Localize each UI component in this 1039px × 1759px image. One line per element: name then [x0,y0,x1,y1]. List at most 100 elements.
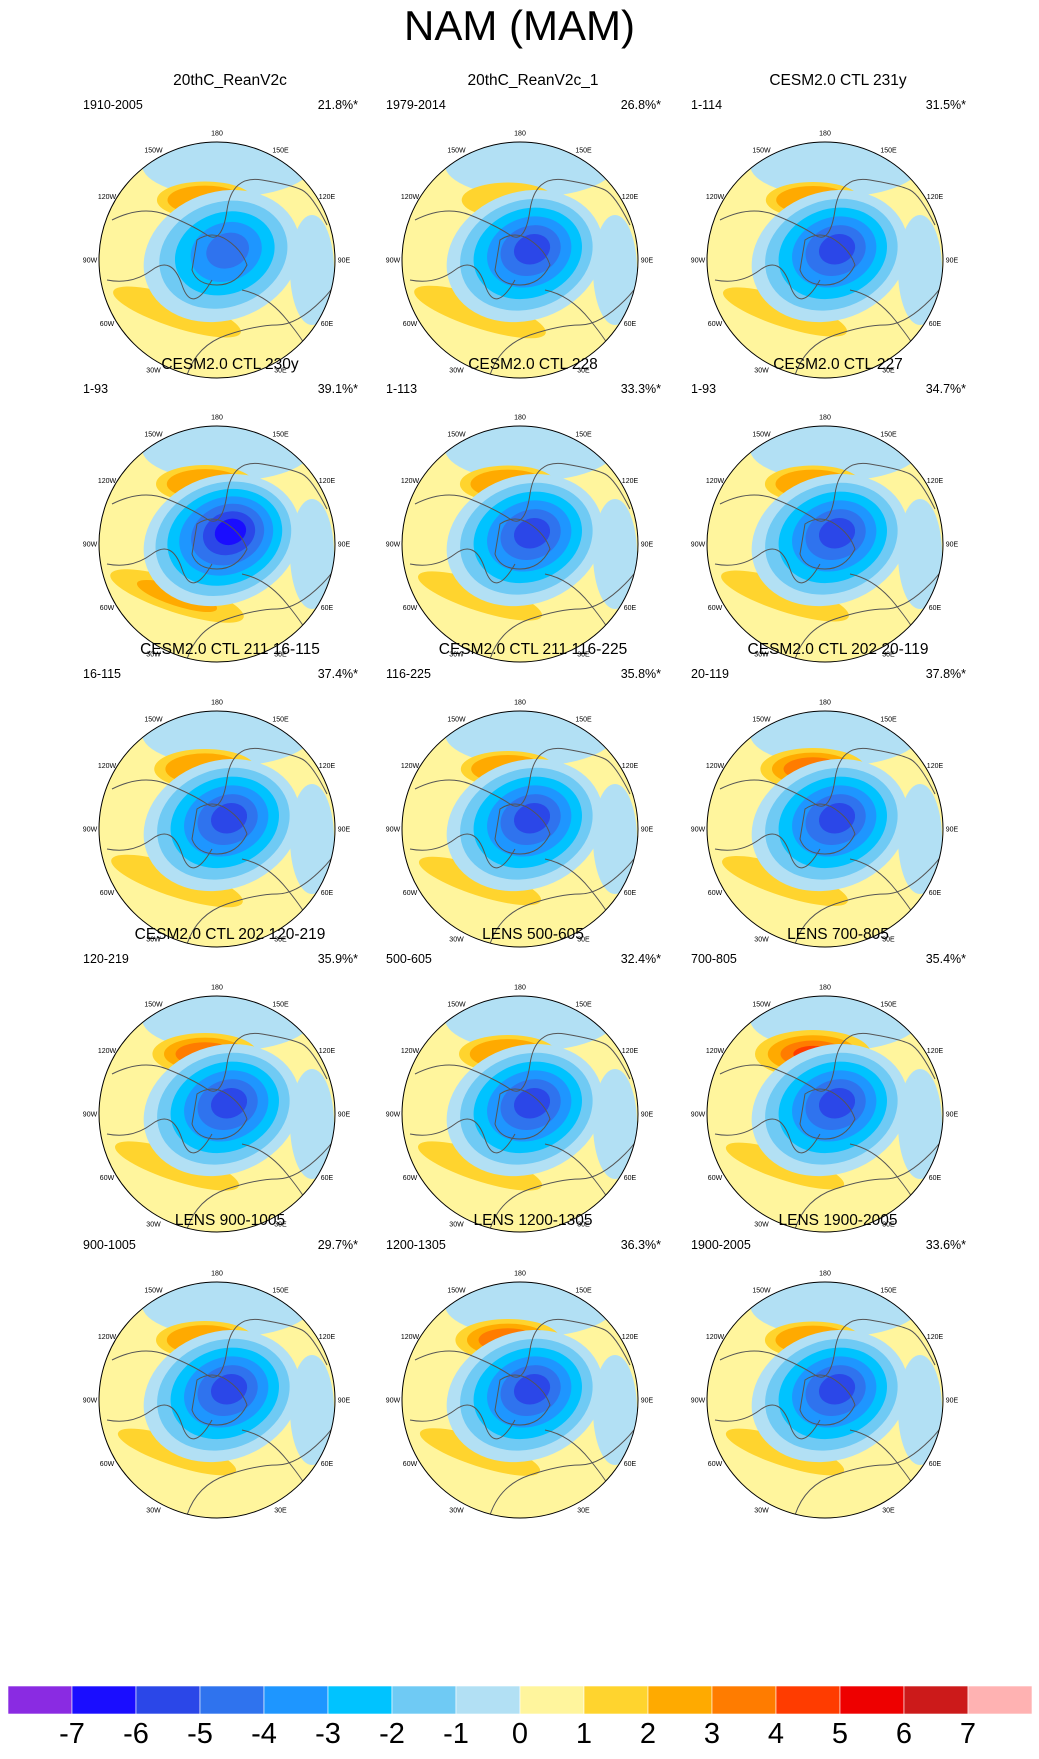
lon-label: 180 [819,1271,831,1278]
lon-label: 120W [98,763,117,770]
field-contour [210,802,248,834]
coastline [409,833,516,869]
lon-label: 30W [754,936,769,943]
colorbar-swatch [647,1686,713,1715]
colorbar-swatch [455,1686,521,1715]
panel-variance: 21.8%* [317,98,358,112]
lon-label: 60E [624,605,637,612]
coastline [799,518,856,570]
field-contour [898,499,942,609]
colorbar-swatch [839,1686,905,1715]
coastline [719,462,936,522]
map-border [98,995,336,1233]
lon-label: 60W [708,1461,723,1468]
lon-label: 90E [946,1398,959,1405]
colorbar-swatch [391,1686,457,1715]
lon-label: 60E [624,1175,637,1182]
coastline [799,803,856,855]
lon-label: 180 [514,985,526,992]
panel-year-range: 120-219 [83,952,129,966]
panel-title: CESM2.0 CTL 211 116-225 [438,641,628,658]
lon-label: 90W [691,1398,706,1405]
lon-label: 90E [338,258,351,265]
lon-label: 120E [622,194,639,201]
lon-label: 30W [449,651,464,658]
polar-map: 180150E120E90E60E30E030W60W90W120W150W [386,985,654,1233]
field-contour [513,1087,551,1119]
colorbar-swatch [327,1686,393,1715]
lon-label: 180 [211,700,223,707]
field-contour [290,215,334,325]
panel-year-range: 1-113 [386,382,418,396]
lon-label: 60E [624,321,637,328]
panel-title: CESM2.0 CTL 228 [468,356,598,373]
coastline [106,264,213,300]
lon-label: 150W [144,148,163,155]
lon-label: 60W [403,321,418,328]
lon-label: 30E [882,1221,895,1228]
lon-label: 30W [449,367,464,374]
coastline [414,1318,631,1378]
lon-label: 30W [754,367,769,374]
field-contour [593,1069,637,1179]
field-contour [290,784,334,894]
field-layer [402,996,638,1232]
panel-year-range: 20-119 [691,667,729,681]
map-border [98,425,336,663]
coastline [414,747,631,807]
lon-label: 180 [211,1271,223,1278]
map-panel: LENS 1200-1305 1200-1305 36.3%* 180 150E 120E… [383,1212,683,1522]
colorbar-label: 4 [767,1718,785,1750]
lon-label: 120E [927,1334,944,1341]
lon-label: 60W [100,1461,115,1468]
lon-label: 30W [146,651,161,658]
field-contour [210,1373,248,1405]
lon-label: 150E [575,432,592,439]
lon-label: 60W [100,890,115,897]
field-contour [513,1373,551,1405]
colorbar-swatch [519,1686,585,1715]
coastline [414,462,631,522]
lon-label: 90E [641,258,654,265]
panel-variance: 32.4%* [620,952,661,966]
panel-variance: 26.8%* [620,98,661,112]
lon-label: 150E [272,1288,289,1295]
panel-year-range: 500-605 [386,952,432,966]
lon-label: 150W [144,717,163,724]
map-panel: CESM2.0 CTL 202 20-119 20-119 37.8%* 180 150… [688,641,988,951]
coastline [111,462,328,522]
lon-label: 180 [819,700,831,707]
lon-label: 180 [819,131,831,138]
map-panel: CESM2.0 CTL 202 120-219 120-219 35.9%* 180 1… [80,926,380,1236]
panel-title: CESM2.0 CTL 211 16-115 [140,641,320,658]
panel-variance: 37.4%* [317,667,358,681]
panel-variance: 33.3%* [620,382,661,396]
coastline [719,178,936,238]
field-contour [898,1069,942,1179]
field-layer [707,426,943,662]
lon-label: 90W [386,258,401,265]
map-border [401,710,639,948]
panel-variance: 34.7%* [925,382,966,396]
field-contour [818,517,856,549]
lon-label: 150E [880,717,897,724]
panel-year-range: 1-93 [83,382,109,396]
panel-variance: 37.8%* [925,667,966,681]
lon-label: 150W [447,1002,466,1009]
colorbar [8,1686,1032,1715]
colorbar-label: 2 [639,1718,657,1750]
coastline [409,264,516,300]
colorbar-swatch [199,1686,265,1715]
coastline [494,1088,551,1140]
colorbar-swatch [135,1686,201,1715]
map-border [98,1281,336,1519]
polar-map: 180150E120E90E60E30E030W60W90W120W150W [691,1271,959,1519]
lon-label: 120W [98,478,117,485]
lon-label: 90E [946,1112,959,1119]
field-contour [593,215,637,325]
lon-label: 150W [144,432,163,439]
field-layer [707,142,943,378]
panel-variance: 31.5%* [925,98,966,112]
coastline [799,1088,856,1140]
coastline [719,1318,936,1378]
